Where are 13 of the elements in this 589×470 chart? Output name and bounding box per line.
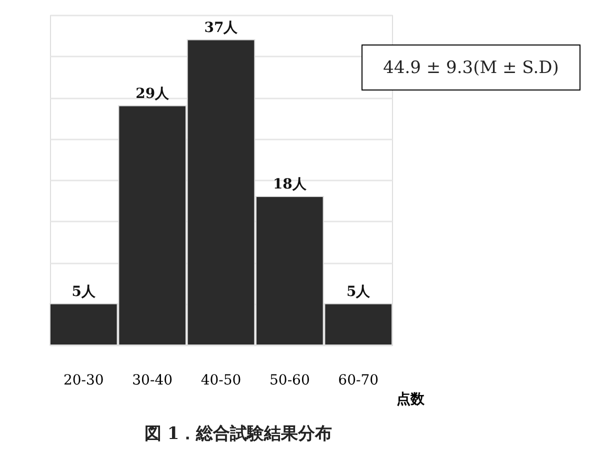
- annotation: 44.9 ± 9.3(M ± S.D): [383, 58, 559, 78]
- data-label: 18人: [272, 176, 308, 192]
- x-tick-label: 60-70: [338, 372, 379, 388]
- data-label: 29人: [136, 86, 170, 102]
- x-tick-label: 30-40: [132, 372, 173, 388]
- x-tick-label: 40-50: [200, 372, 242, 388]
- x-axis-title: 点数: [396, 392, 426, 408]
- data-label: 5人: [72, 284, 97, 300]
- x-tick-label: 50-60: [269, 372, 310, 388]
- text: 図 1．総合試験結果分布: [144, 424, 332, 444]
- data-label: 37人: [204, 20, 239, 36]
- data-label: 5人: [346, 284, 372, 300]
- x-tick-label: 20-30: [63, 372, 104, 388]
